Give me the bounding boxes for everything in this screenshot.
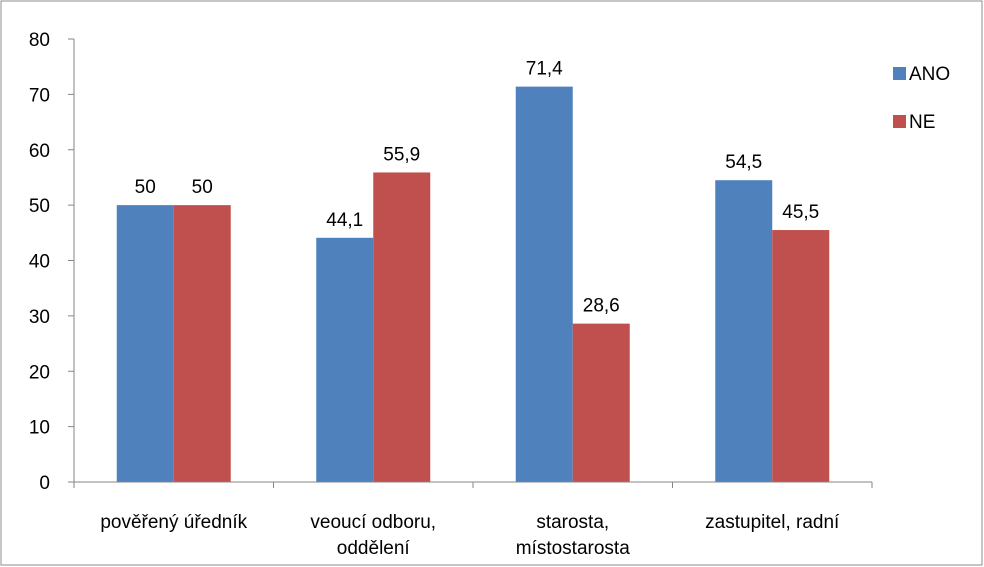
y-tick-label: 30 bbox=[29, 307, 50, 328]
legend: ANO NE bbox=[893, 64, 950, 133]
legend-swatch-ne bbox=[893, 115, 906, 128]
bar-ano-2 bbox=[515, 86, 573, 482]
category-label-line: veoucí odboru, bbox=[310, 512, 436, 533]
legend-label-ne: NE bbox=[909, 112, 935, 133]
data-label-ano-2: 71,4 bbox=[526, 59, 563, 80]
bar-ne-3 bbox=[772, 230, 830, 482]
y-tick-label: 50 bbox=[29, 196, 50, 217]
y-tick-label: 20 bbox=[29, 362, 50, 383]
category-label-line: oddělení bbox=[337, 538, 411, 559]
data-label-ano-1: 44,1 bbox=[326, 210, 363, 231]
bar-ano-1 bbox=[316, 237, 374, 482]
bars-layer bbox=[116, 86, 830, 483]
data-label-ne-1: 55,9 bbox=[383, 144, 420, 165]
bar-ne-2 bbox=[572, 323, 630, 482]
category-label-2: starosta, místostarosta bbox=[516, 512, 630, 559]
category-label-line: pověřený úředník bbox=[100, 512, 247, 533]
y-tick-label: 10 bbox=[29, 418, 50, 439]
data-label-ano-3: 54,5 bbox=[725, 152, 762, 173]
y-tick-label: 80 bbox=[29, 30, 50, 51]
bar-ne-0 bbox=[173, 205, 231, 482]
y-tick-label: 60 bbox=[29, 141, 50, 162]
data-label-ne-2: 28,6 bbox=[583, 296, 620, 317]
category-label-0: pověřený úředník bbox=[100, 512, 247, 533]
category-label-1: veoucí odboru, oddělení bbox=[310, 512, 436, 559]
data-label-ano-0: 50 bbox=[135, 177, 156, 198]
data-labels-layer: 50 50 44,1 55,9 71,4 28,6 54,5 45,5 bbox=[135, 59, 820, 317]
bar-ne-1 bbox=[373, 172, 431, 483]
y-tick-label: 70 bbox=[29, 85, 50, 106]
category-label-line: místostarosta bbox=[516, 538, 630, 559]
y-tick-label: 40 bbox=[29, 252, 50, 273]
bar-ano-3 bbox=[715, 180, 773, 483]
category-label-line: starosta, bbox=[536, 512, 609, 533]
bar-ano-0 bbox=[116, 205, 174, 482]
data-label-ne-0: 50 bbox=[192, 177, 213, 198]
legend-swatch-ano bbox=[893, 67, 906, 80]
axis-layer: pověřený úředník veoucí odboru, oddělení st… bbox=[29, 30, 873, 559]
category-label-line: zastupitel, radní bbox=[705, 512, 840, 533]
category-label-3: zastupitel, radní bbox=[705, 512, 840, 533]
legend-label-ano: ANO bbox=[909, 64, 950, 85]
y-tick-label: 0 bbox=[39, 473, 50, 494]
data-label-ne-3: 45,5 bbox=[782, 202, 819, 223]
